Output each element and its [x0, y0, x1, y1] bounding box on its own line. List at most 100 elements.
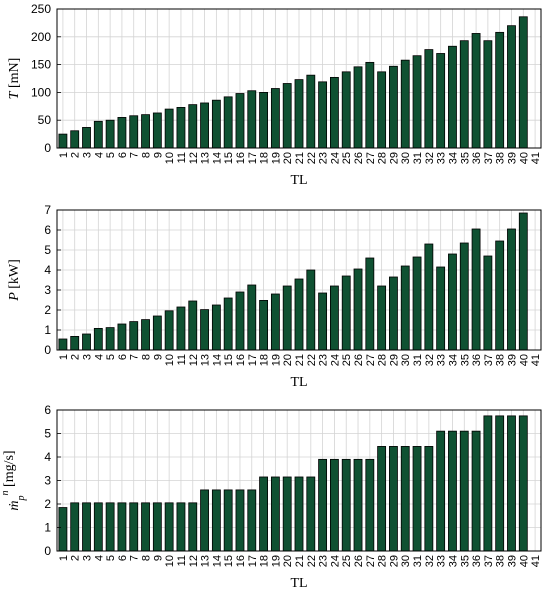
- bar-34: [448, 45, 457, 149]
- x-tick-label: 40: [518, 555, 530, 567]
- bar-39: [507, 415, 516, 552]
- x-tick-label: 36: [471, 152, 483, 164]
- x-tick-label: 31: [412, 354, 424, 366]
- y-tick-label: 1: [44, 521, 51, 535]
- bar-31: [412, 256, 422, 351]
- bar-12: [188, 104, 198, 149]
- x-tick-label: 28: [377, 555, 389, 567]
- bar-38: [495, 415, 505, 552]
- x-tick-label: 32: [424, 555, 436, 567]
- bar-16: [235, 489, 245, 552]
- y-tick-label: 150: [31, 58, 51, 72]
- y-tick-label: 7: [44, 203, 51, 217]
- bar-21: [294, 476, 304, 552]
- x-tick-label: 17: [247, 555, 259, 567]
- bar-24: [330, 458, 339, 552]
- x-tick-label: 4: [93, 354, 105, 360]
- x-tick-label: 21: [294, 354, 306, 366]
- x-tick-label: 30: [400, 152, 412, 164]
- x-tick-label: 2: [70, 354, 82, 360]
- bar-23: [318, 292, 328, 351]
- bar-39: [507, 228, 516, 351]
- x-tick-label: 3: [82, 152, 94, 158]
- bar-38: [495, 31, 505, 149]
- x-tick-label: 31: [412, 152, 424, 164]
- x-tick-label: 24: [329, 152, 341, 164]
- y-tick-label: 100: [31, 85, 51, 99]
- x-axis-label: TL: [290, 576, 307, 589]
- bar-17: [247, 90, 257, 149]
- bar-6: [117, 323, 127, 351]
- bar-24: [330, 76, 339, 149]
- y-tick-label: 6: [44, 403, 51, 417]
- x-tick-label: 16: [235, 152, 247, 164]
- bar-28: [377, 446, 387, 552]
- x-tick-label: 26: [353, 354, 365, 366]
- bar-31: [412, 55, 422, 149]
- y-tick-label: 6: [44, 223, 51, 237]
- x-tick-label: 26: [353, 152, 365, 164]
- x-tick-label: 40: [518, 152, 530, 164]
- x-axis-label: TL: [290, 173, 307, 188]
- y-tick-label: 0: [44, 141, 51, 155]
- x-tick-label: 1: [58, 354, 70, 360]
- bar-30: [400, 446, 410, 552]
- bar-17: [247, 489, 257, 552]
- bar-1: [58, 133, 68, 149]
- bar-37: [483, 415, 493, 552]
- x-tick-label: 35: [459, 555, 471, 567]
- bar-13: [200, 489, 209, 552]
- x-tick-label: 38: [495, 152, 507, 164]
- x-tick-label: 9: [152, 152, 164, 158]
- bar-25: [341, 458, 351, 552]
- bar-12: [188, 300, 198, 351]
- bar-32: [424, 49, 434, 149]
- bar-40: [518, 16, 528, 149]
- bar-14: [211, 489, 221, 552]
- bar-13: [200, 102, 209, 149]
- y-tick-label: 4: [44, 450, 51, 464]
- x-tick-label: 21: [294, 555, 306, 567]
- bar-16: [235, 93, 245, 149]
- x-tick-label: 22: [306, 354, 318, 366]
- bar-8: [141, 114, 150, 149]
- x-tick-label: 41: [530, 354, 542, 366]
- x-tick-label: 18: [259, 555, 271, 567]
- y-tick-label: 1: [44, 323, 51, 337]
- x-tick-label: 20: [282, 555, 294, 567]
- bar-15: [223, 489, 233, 552]
- x-tick-label: 22: [306, 555, 318, 567]
- bar-31: [412, 446, 422, 552]
- x-tick-label: 8: [141, 555, 153, 561]
- bar-10: [164, 310, 174, 351]
- bar-37: [483, 40, 493, 149]
- x-tick-label: 32: [424, 152, 436, 164]
- bar-9: [152, 315, 162, 351]
- y-tick-label: 50: [38, 113, 52, 127]
- bar-30: [400, 59, 410, 149]
- bar-5: [105, 327, 115, 351]
- x-tick-label: 16: [235, 555, 247, 567]
- x-tick-label: 14: [211, 555, 223, 567]
- bar-1: [58, 338, 68, 351]
- x-tick-label: 24: [329, 555, 341, 567]
- bar-26: [353, 66, 363, 149]
- y-tick-label: 4: [44, 263, 51, 277]
- x-axis-label: TL: [290, 375, 307, 390]
- x-tick-label: 35: [459, 354, 471, 366]
- bar-16: [235, 291, 245, 351]
- x-tick-label: 11: [176, 354, 188, 365]
- bar-28: [377, 71, 387, 149]
- x-tick-label: 34: [447, 152, 459, 164]
- x-tick-label: 33: [436, 354, 448, 366]
- plot-frame: [56, 8, 542, 149]
- x-tick-label: 27: [365, 354, 377, 366]
- bar-35: [459, 430, 469, 552]
- bar-11: [176, 502, 186, 552]
- bar-17: [247, 284, 257, 351]
- x-tick-label: 25: [341, 354, 353, 366]
- x-tick-label: 12: [188, 152, 200, 164]
- bar-29: [389, 446, 398, 552]
